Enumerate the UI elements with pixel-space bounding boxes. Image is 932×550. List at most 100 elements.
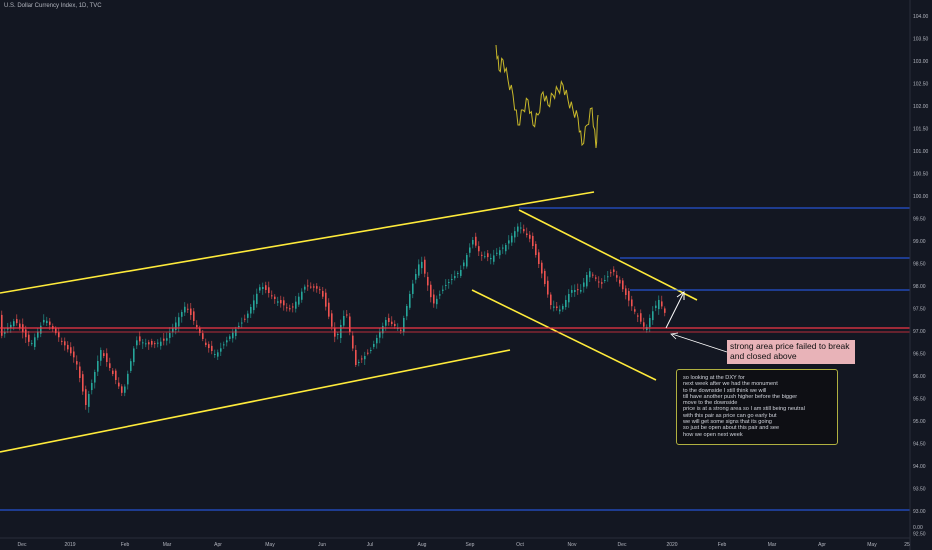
note-line: price is at a strong area so I am still … bbox=[683, 406, 805, 413]
price-tick-label: 94.00 bbox=[913, 464, 926, 470]
price-tick-label: 103.50 bbox=[913, 37, 929, 43]
candle-body bbox=[445, 285, 447, 286]
candle-body bbox=[517, 226, 519, 232]
candle-body bbox=[499, 250, 501, 256]
candle-body bbox=[478, 246, 480, 252]
candle-body bbox=[388, 318, 390, 322]
candle-body bbox=[142, 342, 144, 344]
candle-body bbox=[295, 301, 297, 309]
candle-body bbox=[64, 341, 66, 346]
candle-body bbox=[643, 322, 645, 327]
candle-body bbox=[652, 311, 654, 321]
candle-body bbox=[118, 382, 120, 387]
lower-channel-line bbox=[0, 349, 511, 453]
price-tick-label: 99.50 bbox=[913, 217, 926, 223]
note-line: to the downside I still think we will bbox=[683, 387, 767, 394]
candle-body bbox=[349, 316, 351, 332]
candle-body bbox=[271, 295, 273, 297]
candle-body bbox=[49, 321, 51, 325]
candle-body bbox=[649, 318, 651, 328]
candle-body bbox=[16, 319, 18, 324]
candle-body bbox=[25, 329, 27, 338]
price-tick-label: 99.00 bbox=[913, 239, 926, 245]
candle-body bbox=[421, 261, 423, 269]
candle-body bbox=[283, 300, 285, 306]
candle-body bbox=[187, 308, 189, 310]
candle-body bbox=[532, 235, 534, 246]
red-box-line: strong area price failed to break bbox=[730, 341, 850, 351]
candle-body bbox=[136, 340, 138, 346]
candle-body bbox=[34, 337, 36, 347]
candle-body bbox=[337, 334, 339, 335]
candle-body bbox=[439, 294, 441, 296]
candle-body bbox=[565, 300, 567, 308]
price-tick-label: 95.50 bbox=[913, 397, 926, 403]
candle-body bbox=[400, 329, 402, 331]
candle-body bbox=[97, 361, 99, 372]
price-tick-label: 98.00 bbox=[913, 284, 926, 290]
candle-body bbox=[547, 280, 549, 295]
candle-body bbox=[598, 281, 600, 283]
candle-body bbox=[607, 276, 609, 278]
candle-body bbox=[487, 253, 489, 258]
candle-body bbox=[637, 315, 639, 317]
arrow-up-head bbox=[676, 291, 685, 300]
candle-body bbox=[622, 280, 624, 290]
candle-body bbox=[580, 290, 582, 292]
candle-body bbox=[502, 247, 504, 249]
note-line: next week after we had the monument bbox=[683, 381, 778, 388]
price-tick-label: 103.00 bbox=[913, 59, 929, 65]
candle-body bbox=[664, 308, 666, 313]
candle-body bbox=[223, 344, 225, 346]
candle-body bbox=[19, 323, 21, 328]
candle-body bbox=[469, 247, 471, 253]
candle-body bbox=[262, 287, 264, 289]
candle-body bbox=[163, 338, 165, 341]
price-tick-label: 101.00 bbox=[913, 149, 929, 155]
time-tick-label: May bbox=[265, 542, 275, 548]
candle-body bbox=[505, 245, 507, 252]
time-tick-label: 2020 bbox=[666, 542, 677, 548]
time-tick-label: Apr bbox=[818, 542, 826, 548]
time-tick-label: Sep bbox=[466, 542, 475, 548]
note-line: so looking at the DXY for bbox=[683, 375, 745, 381]
candle-body bbox=[562, 306, 564, 310]
time-tick-label: May bbox=[867, 542, 877, 548]
candle-body bbox=[199, 328, 201, 333]
callout-arrowhead bbox=[670, 332, 679, 340]
candle-body bbox=[181, 312, 183, 317]
callout-line bbox=[671, 333, 728, 353]
candle-body bbox=[190, 308, 192, 315]
candle-body bbox=[193, 311, 195, 321]
candle-body bbox=[394, 323, 396, 326]
candle-body bbox=[436, 298, 438, 305]
price-tick-label: 96.50 bbox=[913, 352, 926, 358]
candle-body bbox=[412, 283, 414, 294]
candle-body bbox=[214, 354, 216, 355]
time-tick-label: Oct bbox=[516, 542, 524, 548]
candle-body bbox=[301, 291, 303, 300]
arrow-up-line bbox=[665, 293, 684, 329]
candle-body bbox=[592, 274, 594, 276]
price-tick-label: 104.00 bbox=[913, 14, 929, 20]
candle-body bbox=[280, 300, 282, 304]
candle-body bbox=[175, 322, 177, 331]
time-tick-label: Mar bbox=[768, 542, 777, 548]
candle-body bbox=[442, 289, 444, 291]
candle-body bbox=[154, 343, 156, 345]
annotation-note-box[interactable]: so looking at the DXY for next week after… bbox=[676, 369, 838, 445]
candle-body bbox=[229, 336, 231, 339]
price-tick-label: 97.00 bbox=[913, 329, 926, 335]
annotation-red-box[interactable]: strong area price failed to break and clo… bbox=[727, 340, 855, 364]
candle-body bbox=[358, 362, 360, 363]
candle-body bbox=[403, 318, 405, 333]
overlay-inset-line bbox=[495, 44, 599, 149]
candle-body bbox=[121, 386, 123, 393]
candle-body bbox=[556, 306, 558, 308]
candle-body bbox=[235, 329, 237, 336]
chart-title: U.S. Dollar Currency Index, 1D, TVC bbox=[4, 3, 102, 9]
candle-body bbox=[202, 333, 204, 339]
candle-body bbox=[103, 353, 105, 356]
candle-body bbox=[274, 296, 276, 299]
